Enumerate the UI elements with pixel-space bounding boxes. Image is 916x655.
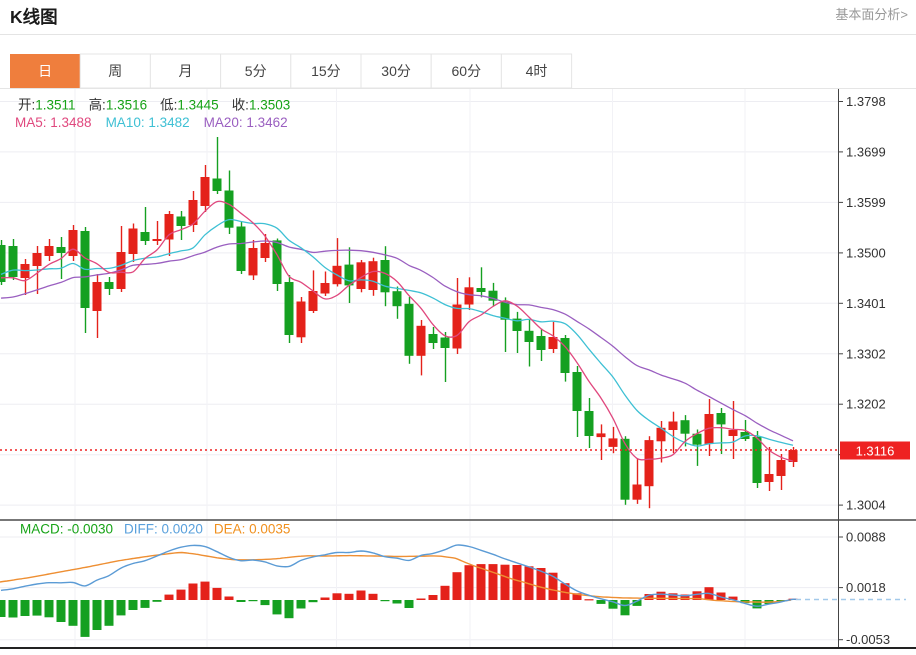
svg-text:1.3004: 1.3004 [846,498,886,513]
svg-text:5分: 5分 [245,63,267,79]
svg-text:周: 周 [108,63,122,79]
svg-text:1.3699: 1.3699 [846,144,886,159]
svg-text:60分: 60分 [452,63,482,79]
svg-text:1.3116: 1.3116 [856,444,895,459]
svg-text:0.0018: 0.0018 [846,580,886,595]
svg-text:-0.0053: -0.0053 [846,632,890,647]
svg-text:1.3599: 1.3599 [846,195,886,210]
svg-text:日: 日 [38,63,52,79]
svg-text:1.3401: 1.3401 [846,296,886,311]
svg-text:月: 月 [179,63,193,79]
svg-text:基本面分析>: 基本面分析> [835,7,908,22]
svg-text:1.3302: 1.3302 [846,346,886,361]
svg-text:1.3798: 1.3798 [846,94,886,109]
svg-text:1.3500: 1.3500 [846,245,886,260]
svg-text:K线图: K线图 [10,7,58,27]
svg-text:4时: 4时 [526,63,548,79]
svg-text:15分: 15分 [311,63,341,79]
svg-text:1.3202: 1.3202 [846,397,886,412]
svg-text:30分: 30分 [381,63,411,79]
svg-text:0.0088: 0.0088 [846,530,886,545]
